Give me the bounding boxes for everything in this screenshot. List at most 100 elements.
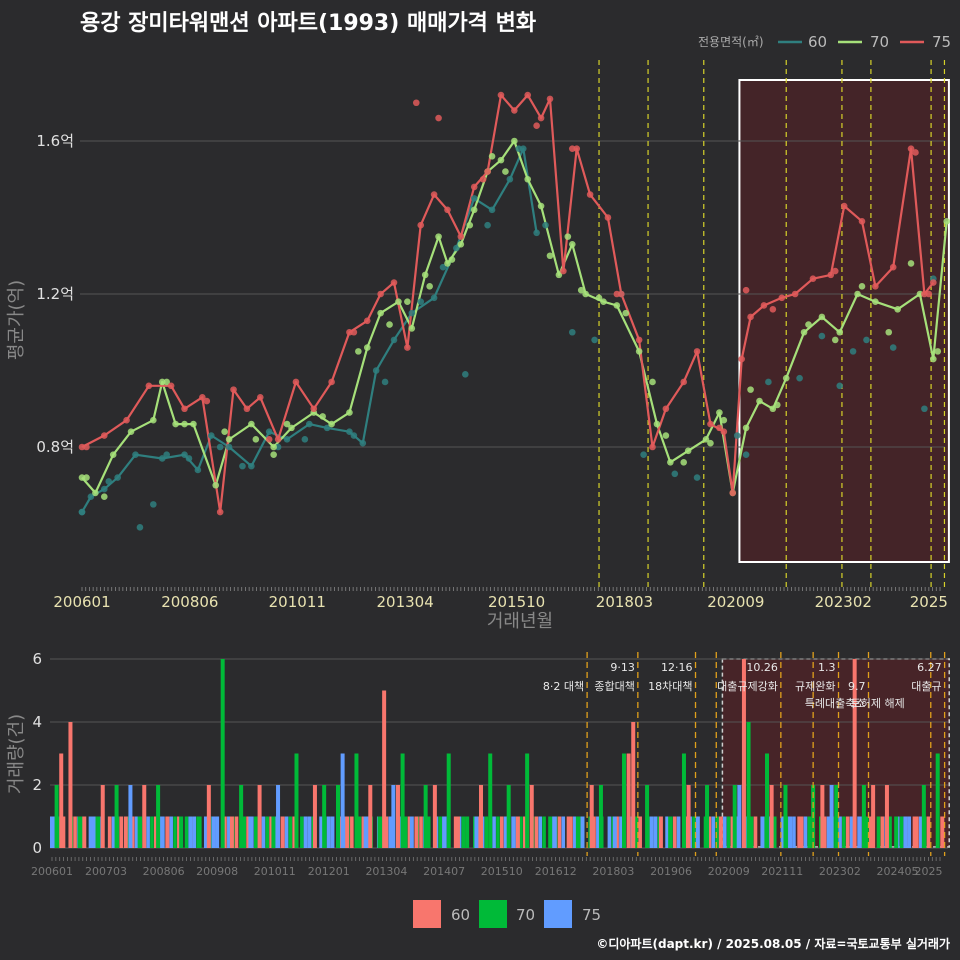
- point-60: [194, 466, 202, 474]
- volume-bar: [350, 816, 354, 848]
- volume-bar-70: [156, 785, 161, 848]
- series-line-75: [81, 94, 935, 514]
- point-75: [568, 145, 576, 152]
- volume-bar: [234, 816, 239, 848]
- volume-bar: [227, 816, 231, 848]
- volume-y-tick-labels: 0 2 4 6: [32, 650, 42, 857]
- volume-bar: [876, 816, 881, 848]
- point-75: [586, 191, 594, 198]
- point-75: [546, 95, 554, 103]
- volume-bar: [653, 816, 658, 848]
- volume-x-tick-label: 200703: [85, 865, 127, 878]
- point-70: [502, 168, 509, 175]
- volume-x-tick-label: 202302: [819, 865, 861, 878]
- point-70: [92, 489, 99, 497]
- point-75: [840, 202, 848, 210]
- volume-bar: [499, 816, 504, 848]
- volume-bar: [638, 816, 642, 848]
- y-tick-label: 1.6억: [36, 132, 74, 150]
- source-caption: ©디아파트(dapt.kr) / 2025.08.05 / 자료=국토교통부 실…: [596, 936, 950, 951]
- volume-bar: [438, 816, 443, 848]
- volume-bar-60: [414, 816, 419, 848]
- volume-bar-75: [474, 816, 479, 848]
- point-70: [943, 218, 950, 225]
- point-70: [564, 233, 572, 240]
- x-minor-ticks: [81, 587, 941, 591]
- point-75: [511, 107, 518, 114]
- volume-bar: [803, 816, 808, 848]
- volume-bar-60: [100, 785, 105, 848]
- point-75: [100, 432, 108, 439]
- point-70: [163, 378, 170, 386]
- point-75: [729, 489, 737, 497]
- point-70: [319, 413, 326, 420]
- point-75: [693, 348, 701, 355]
- volume-bar: [184, 816, 189, 848]
- volume-bar-70: [377, 816, 382, 848]
- volume-bar-60: [257, 785, 262, 848]
- point-75: [889, 263, 897, 271]
- volume-bar: [153, 816, 158, 848]
- point-60: [350, 432, 358, 439]
- volume-y-tick-label: 2: [32, 776, 42, 794]
- point-60: [462, 371, 469, 378]
- point-70: [408, 325, 416, 332]
- point-60: [207, 432, 215, 439]
- point-70: [568, 240, 576, 248]
- point-75: [930, 279, 937, 286]
- point-70: [470, 206, 478, 214]
- volume-bar: [265, 816, 270, 848]
- volume-bar-60: [769, 785, 774, 848]
- volume-bar: [107, 816, 112, 848]
- point-70: [511, 137, 518, 145]
- volume-bar-60: [741, 659, 746, 848]
- policy-reference-lines: [598, 60, 946, 588]
- volume-bar: [749, 816, 754, 848]
- point-75: [560, 267, 567, 275]
- point-75: [484, 168, 491, 175]
- volume-bar-70: [705, 785, 710, 848]
- point-70: [800, 328, 808, 336]
- volume-bar: [899, 816, 904, 848]
- point-60: [889, 344, 897, 351]
- point-60: [515, 145, 523, 152]
- policy-annotation: 9.7: [848, 680, 866, 693]
- volume-bar-70: [834, 785, 839, 848]
- volume-bar-70: [622, 753, 627, 848]
- policy-annotation: 9·13: [610, 661, 635, 674]
- volume-bar: [538, 816, 543, 848]
- point-70: [716, 409, 723, 416]
- volume-bar: [61, 816, 66, 848]
- volume-bar: [269, 816, 273, 848]
- point-75: [310, 405, 318, 413]
- volume-bar: [242, 816, 247, 848]
- volume-bar-70: [423, 785, 428, 848]
- volume-bar-75: [340, 753, 345, 848]
- volume-bar-70: [54, 785, 59, 848]
- volume-bar-75: [276, 785, 281, 848]
- point-70: [190, 420, 197, 428]
- x-axis-label: 거래년월: [487, 611, 553, 632]
- volume-bar: [146, 816, 150, 848]
- point-75: [524, 91, 532, 99]
- point-70: [742, 424, 750, 432]
- volume-bar: [672, 816, 677, 848]
- volume-bar: [799, 816, 804, 848]
- volume-bar-75: [695, 816, 700, 848]
- point-75: [831, 267, 839, 275]
- point-75: [791, 290, 799, 298]
- point-75: [328, 378, 335, 386]
- volume-bar-70: [400, 753, 405, 848]
- volume-bar-70: [935, 753, 940, 848]
- volume-bar-75: [50, 816, 54, 848]
- point-60: [408, 309, 416, 317]
- point-70: [613, 302, 621, 309]
- point-60: [323, 424, 331, 432]
- point-70: [805, 321, 812, 328]
- point-70: [181, 420, 188, 428]
- point-70: [582, 290, 589, 298]
- point-70: [680, 459, 688, 466]
- volume-bar: [246, 816, 250, 848]
- volume-bar-60: [566, 816, 571, 848]
- legend-label-70: 70: [870, 33, 889, 51]
